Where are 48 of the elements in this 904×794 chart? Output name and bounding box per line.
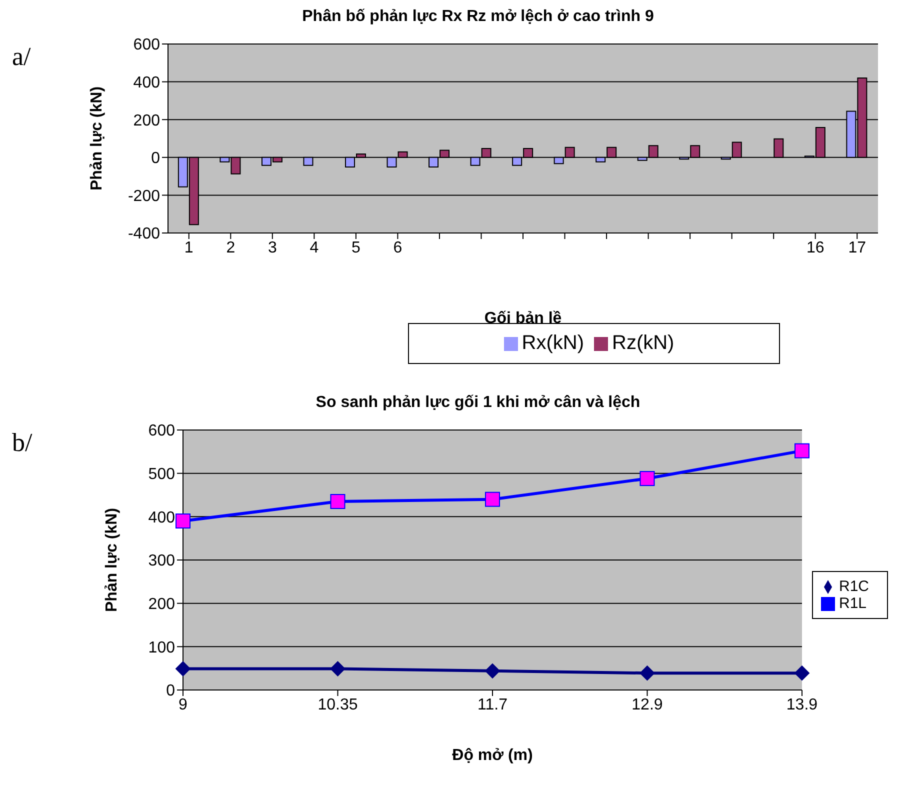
point — [640, 666, 655, 681]
point — [794, 666, 810, 681]
y-tick-label: 0 — [151, 150, 160, 168]
x-axis-title: Gối bản lề — [484, 310, 562, 327]
y-tick-label: -400 — [128, 226, 160, 243]
x-tick-label: 9 — [178, 696, 188, 714]
y-tick-label: 400 — [148, 509, 176, 526]
x-tick-label: 16 — [806, 239, 824, 256]
x-tick-label: 1 — [184, 239, 194, 256]
y-tick-label: 100 — [148, 639, 176, 656]
x-tick-label: 2 — [226, 239, 236, 256]
point — [176, 661, 190, 676]
y-tick-label: 600 — [133, 36, 160, 54]
y-tick-label: 200 — [148, 596, 176, 614]
legend-label: Rz(kN) — [612, 332, 674, 354]
point — [176, 514, 190, 528]
point — [484, 663, 500, 678]
text: a/ — [12, 42, 31, 72]
legend-label: Rx(kN) — [522, 332, 584, 354]
chart-title: Phân bố phản lực Rx Rz mở lệch ở cao trình 9 — [301, 8, 655, 27]
legend-label: R1C — [838, 578, 869, 595]
x-tick-label: 12.9 — [632, 696, 663, 714]
chart-title: So sanh phản lực gối 1 khi mở cân và lệch — [314, 394, 642, 413]
point — [794, 443, 810, 458]
x-tick-label: 4 — [310, 239, 319, 256]
y-tick-label: 400 — [133, 74, 160, 92]
x-tick-label: 5 — [351, 239, 360, 256]
y-axis-title: Phản lực (kN) — [104, 508, 121, 612]
x-axis-title: Độ mở (m) — [452, 747, 533, 764]
legend-label: R1L — [838, 595, 867, 612]
point — [484, 492, 500, 507]
y-tick-label: -200 — [128, 188, 160, 205]
y-tick-label: 200 — [133, 112, 160, 130]
point — [640, 471, 655, 486]
y-tick-label: 500 — [148, 466, 176, 484]
y-axis-title: Phản lực (kN) — [88, 86, 106, 191]
point — [330, 494, 346, 509]
point — [330, 661, 346, 676]
text: b/ — [12, 428, 32, 458]
x-tick-label: 3 — [268, 239, 277, 256]
y-tick-label: 0 — [166, 682, 176, 700]
x-tick-label: 11.7 — [478, 696, 508, 714]
x-tick-label: 13.9 — [786, 696, 818, 714]
y-tick-label: 600 — [148, 422, 176, 440]
x-tick-label: 10.35 — [318, 696, 358, 714]
y-tick-label: 300 — [148, 552, 176, 570]
x-tick-label: 17 — [848, 239, 866, 256]
x-tick-label: 6 — [393, 239, 402, 256]
